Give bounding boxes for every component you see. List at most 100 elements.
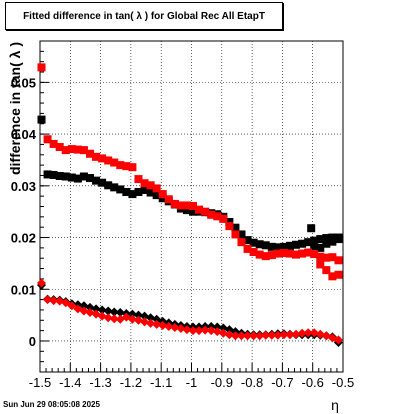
data-point-series-1: [98, 178, 107, 187]
data-point-series-2: [182, 201, 191, 210]
data-point-series-1: [261, 241, 270, 250]
data-point-series-2: [164, 195, 173, 204]
data-point-series-1: [225, 218, 234, 227]
data-point-series-2: [225, 222, 234, 231]
data-point-series-4: [170, 323, 180, 333]
data-point-series-2: [243, 244, 252, 253]
x-tick-label: -1.4: [59, 375, 81, 390]
data-point-series-4: [291, 329, 301, 339]
data-point-series-1: [182, 206, 191, 215]
data-point-series-2: [279, 249, 288, 258]
data-point-series-1: [37, 115, 46, 124]
x-tick-label: -0.9: [211, 375, 233, 390]
data-point-series-1: [322, 234, 331, 243]
timestamp-footer: Sun Jun 29 08:05:08 2025: [3, 400, 100, 409]
data-point-series-4: [333, 335, 343, 345]
data-point-series-1: [304, 238, 313, 247]
data-point-series-4: [315, 329, 325, 339]
x-tick-label: -1.5: [29, 375, 51, 390]
data-point-series-1: [328, 233, 337, 242]
data-point-series-4: [194, 326, 204, 336]
data-point-series-1: [122, 188, 131, 197]
data-point-series-1: [134, 188, 143, 197]
data-point-series-3: [103, 306, 113, 316]
data-point-series-3: [91, 304, 101, 314]
data-point-series-2: [249, 248, 258, 257]
data-point-series-4: [49, 296, 59, 306]
x-tick-label: -0.7: [271, 375, 293, 390]
data-point-series-2: [79, 146, 88, 155]
data-point-series-1: [307, 224, 316, 233]
data-point-series-2: [43, 135, 52, 144]
data-point-series-2: [322, 266, 331, 275]
data-point-series-2: [328, 253, 337, 262]
data-point-series-1: [140, 185, 149, 194]
data-point-series-1: [237, 230, 246, 239]
data-point-series-1: [104, 181, 113, 190]
data-point-series-2: [152, 184, 161, 193]
data-point-series-1: [189, 207, 198, 216]
data-point-series-1: [61, 172, 70, 181]
data-point-series-3: [133, 310, 143, 320]
data-point-series-2: [261, 252, 270, 261]
data-point-series-1: [49, 170, 58, 179]
data-point-series-2: [85, 149, 94, 158]
data-point-series-3: [115, 308, 125, 318]
y-tick-label: 0.04: [11, 127, 37, 142]
data-point-series-4: [37, 278, 47, 288]
data-point-series-4: [279, 330, 289, 340]
data-point-series-3: [218, 323, 228, 333]
data-point-series-4: [146, 318, 156, 328]
data-point-series-4: [43, 295, 53, 305]
chart-title: Fitted difference in tan( λ ) for Global…: [5, 2, 283, 30]
data-point-series-1: [243, 236, 252, 245]
data-point-series-2: [195, 205, 204, 214]
data-point-series-3: [140, 311, 150, 321]
data-point-series-1: [55, 171, 64, 180]
data-point-series-1: [334, 235, 343, 244]
data-point-series-4: [297, 328, 307, 338]
x-tick-label: -1.2: [120, 375, 142, 390]
data-point-series-1: [310, 236, 319, 245]
data-point-series-1: [249, 238, 258, 247]
data-point-series-1: [298, 239, 307, 248]
data-point-series-2: [37, 63, 46, 72]
data-point-series-2: [231, 230, 240, 239]
data-point-series-1: [316, 235, 325, 244]
data-point-series-1: [267, 242, 276, 251]
data-point-series-4: [188, 326, 198, 336]
data-point-series-4: [127, 314, 137, 324]
data-point-series-4: [164, 321, 174, 331]
data-point-series-2: [237, 238, 246, 247]
data-point-series-3: [212, 322, 222, 332]
data-point-series-2: [219, 214, 228, 223]
data-point-series-4: [230, 331, 240, 341]
data-point-series-2: [128, 163, 137, 172]
data-point-series-4: [176, 324, 186, 334]
data-point-series-1: [110, 183, 119, 192]
data-point-series-4: [182, 325, 192, 335]
data-point-series-1: [67, 173, 76, 182]
data-point-series-4: [79, 306, 89, 316]
data-point-series-4: [243, 331, 253, 341]
y-tick-label: 0: [29, 334, 36, 349]
data-point-series-1: [285, 241, 294, 250]
data-point-series-2: [316, 260, 325, 269]
data-point-series-1: [85, 174, 94, 183]
data-point-series-2: [122, 162, 131, 171]
data-point-series-4: [309, 328, 319, 338]
data-point-series-1: [292, 240, 301, 249]
data-point-series-3: [85, 302, 95, 312]
data-point-series-4: [109, 314, 119, 324]
data-point-series-1: [231, 223, 240, 232]
data-point-series-3: [146, 313, 156, 323]
data-point-series-4: [236, 331, 246, 341]
data-point-series-4: [273, 330, 283, 340]
data-point-series-4: [218, 328, 228, 338]
data-point-series-1: [79, 172, 88, 181]
data-point-series-2: [298, 249, 307, 258]
data-point-series-2: [134, 175, 143, 184]
data-point-series-4: [261, 330, 271, 340]
data-point-series-4: [55, 296, 65, 306]
